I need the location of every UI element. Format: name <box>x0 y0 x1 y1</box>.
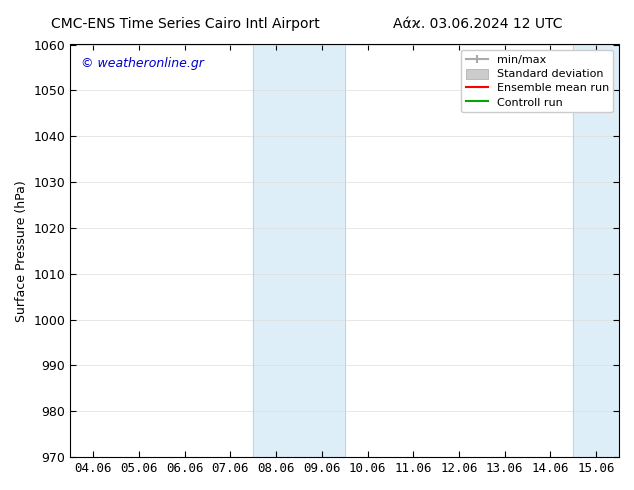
Legend: min/max, Standard deviation, Ensemble mean run, Controll run: min/max, Standard deviation, Ensemble me… <box>461 50 614 112</box>
Text: CMC-ENS Time Series Cairo Intl Airport: CMC-ENS Time Series Cairo Intl Airport <box>51 17 320 31</box>
Bar <box>573 45 619 457</box>
Text: Αάϰ. 03.06.2024 12 UTC: Αάϰ. 03.06.2024 12 UTC <box>393 17 562 31</box>
Text: © weatheronline.gr: © weatheronline.gr <box>81 57 204 70</box>
Bar <box>253 45 345 457</box>
Y-axis label: Surface Pressure (hPa): Surface Pressure (hPa) <box>15 180 28 322</box>
